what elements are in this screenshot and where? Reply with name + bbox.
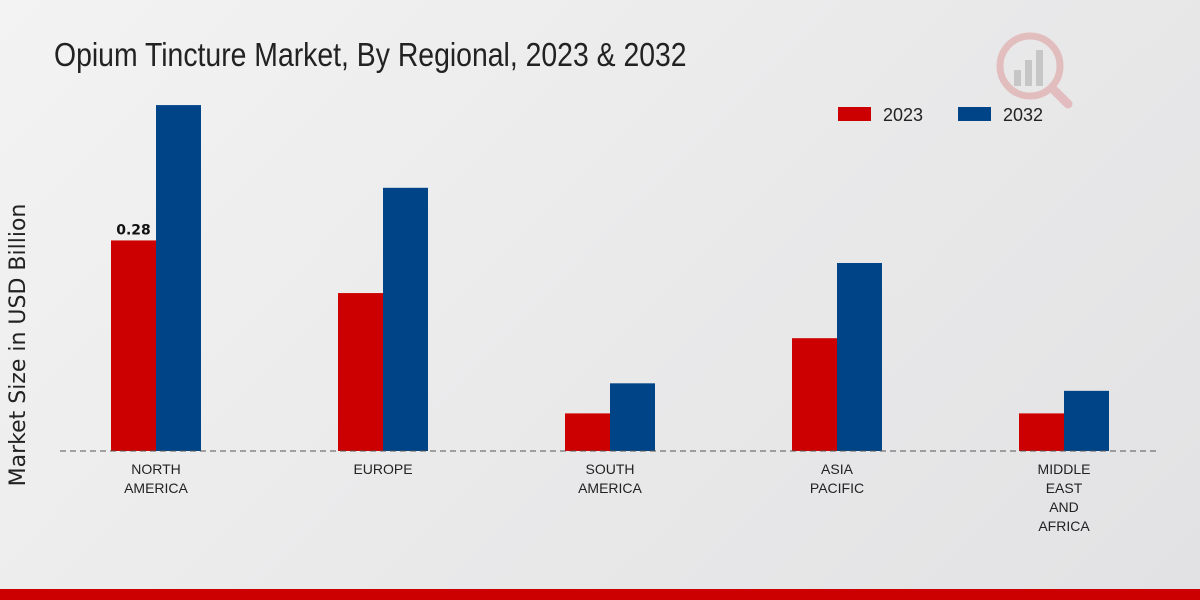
data-labels: 0.28 — [116, 222, 151, 238]
bar-europe-2023 — [338, 293, 383, 451]
x-tick-south-america: SOUTH AMERICA — [578, 461, 642, 496]
legend: 2023 2032 — [838, 105, 1043, 125]
footer-bar — [0, 589, 1200, 600]
bar-middle-east-and-africa-2032 — [1064, 390, 1109, 451]
bar-middle-east-and-africa-2023 — [1019, 413, 1064, 451]
bar-asia-pacific-2023 — [792, 338, 837, 451]
y-axis-label-group: Market Size in USD Billion — [6, 204, 31, 487]
x-tick-middle-east-and-africa: MIDDLE EAST AND AFRICA — [1038, 461, 1091, 534]
x-tick-europe: EUROPE — [353, 461, 412, 477]
bar-south-america-2023 — [565, 413, 610, 451]
x-axis-ticks: NORTH AMERICA EUROPE SOUTH AMERICA ASIA PACIFI… — [124, 461, 1090, 534]
legend-swatch-2023 — [838, 107, 871, 121]
y-axis-label: Market Size in USD Billion — [6, 204, 31, 487]
bar-europe-2032 — [383, 187, 428, 452]
x-tick-asia-pacific: ASIA PACIFIC — [810, 461, 864, 496]
legend-swatch-2032 — [958, 107, 991, 121]
bar-north-america-2032 — [156, 105, 201, 451]
legend-label-2023: 2023 — [883, 105, 923, 125]
bars-group — [111, 105, 1109, 452]
x-tick-north-america: NORTH AMERICA — [124, 461, 188, 496]
bar-north-america-2023 — [111, 240, 156, 451]
brand-logo-icon — [996, 32, 1073, 109]
bar-asia-pacific-2032 — [837, 263, 882, 451]
bar-south-america-2032 — [610, 383, 655, 451]
chart-title: Opium Tincture Market, By Regional, 2023… — [54, 36, 687, 73]
data-label-north-america: 0.28 — [116, 222, 151, 238]
legend-label-2032: 2032 — [1003, 105, 1043, 125]
